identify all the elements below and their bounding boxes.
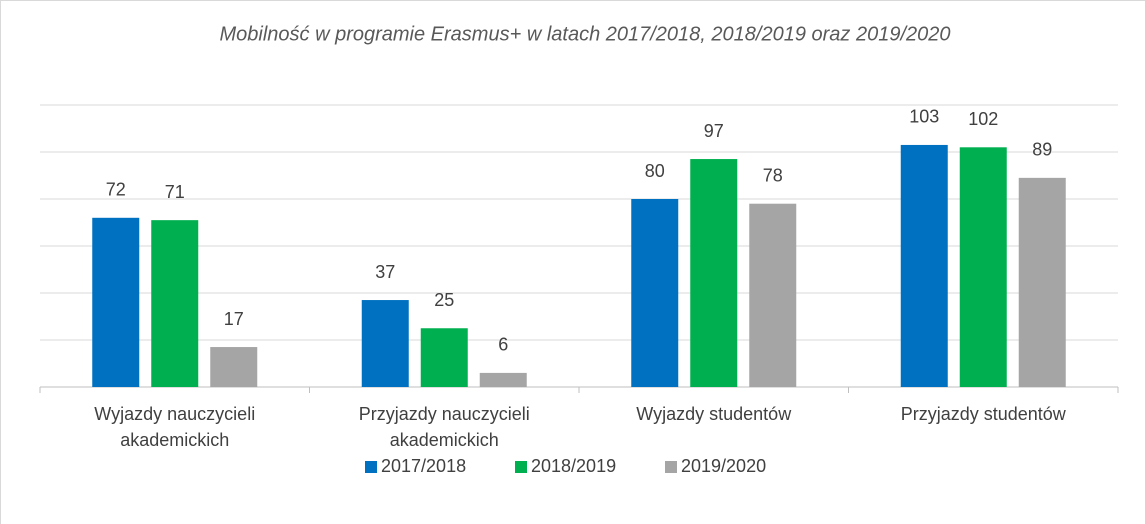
bar [210,347,258,387]
legend-swatch [665,461,677,473]
bar [361,300,409,387]
bar [631,199,679,387]
data-label: 72 [106,180,126,200]
bar [151,220,199,387]
data-label: 25 [434,290,454,310]
data-label: 80 [645,161,665,181]
data-label: 17 [224,309,244,329]
chart-title: Mobilność w programie Erasmus+ w latach … [219,23,950,45]
x-tick-label: Przyjazdy nauczycieli akademickich [359,404,530,450]
data-label: 102 [968,109,998,129]
bar [479,372,527,387]
legend-label: 2019/2020 [681,456,766,476]
data-label: 37 [375,262,395,282]
data-label: 89 [1032,140,1052,160]
data-label: 103 [909,107,939,127]
bar [92,217,140,387]
data-label: 97 [704,121,724,141]
x-tick-label: Przyjazdy studentów [901,404,1067,424]
x-tick-label: Wyjazdy nauczycieli akademickich [94,404,255,450]
bar [420,328,468,387]
data-label: 71 [165,182,185,202]
data-label: 6 [498,335,508,355]
legend-label: 2017/2018 [381,456,466,476]
bar [959,147,1007,387]
legend-label: 2018/2019 [531,456,616,476]
bar [900,144,948,387]
bar [690,159,738,387]
bar [1018,177,1066,387]
x-tick-label: Wyjazdy studentów [636,404,792,424]
legend-swatch [365,461,377,473]
bar [749,203,797,387]
legend-swatch [515,461,527,473]
data-label: 78 [763,165,783,185]
